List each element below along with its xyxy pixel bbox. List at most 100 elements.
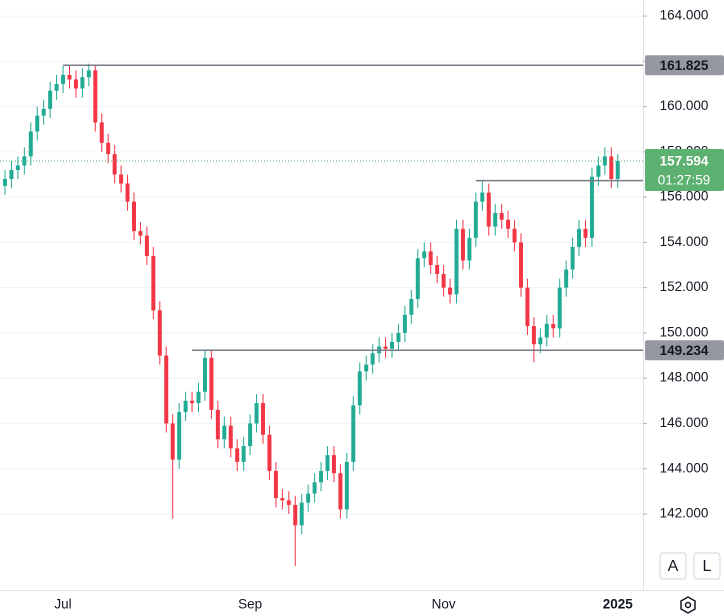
- candle-body: [370, 353, 375, 365]
- candle-body: [583, 228, 588, 238]
- candle-body: [473, 201, 478, 238]
- candle-body: [3, 179, 7, 186]
- settings-button[interactable]: [680, 596, 696, 614]
- y-tick-label: 148.000: [660, 370, 709, 385]
- candle-body: [261, 403, 265, 435]
- candle-body: [506, 219, 511, 229]
- candle-body: [422, 251, 427, 259]
- candle-body: [202, 357, 207, 392]
- candle-body: [61, 74, 66, 84]
- candle-body: [480, 192, 485, 202]
- candle-body: [125, 183, 130, 202]
- overlay: JulSepNov2025161.825156.731149.234157.59…: [54, 55, 724, 612]
- candle-body: [144, 235, 149, 256]
- candle-body: [396, 332, 401, 342]
- gear-icon[interactable]: [680, 596, 696, 614]
- y-tick-label: 156.000: [660, 189, 709, 204]
- candle-body: [119, 174, 124, 184]
- candle-body: [415, 258, 420, 299]
- candle-body: [48, 90, 53, 109]
- current-price-label: 157.594: [660, 154, 709, 169]
- y-tick-label: 142.000: [660, 506, 709, 521]
- candle-body: [286, 500, 291, 505]
- button-frame[interactable]: [693, 552, 721, 580]
- candle-body: [467, 237, 472, 261]
- candle-body: [602, 156, 607, 166]
- candle-body: [525, 287, 530, 327]
- candle-body: [428, 251, 433, 266]
- candle-body: [544, 323, 549, 338]
- button-label[interactable]: L: [703, 558, 712, 575]
- candle-body: [151, 255, 156, 311]
- candle-body: [157, 310, 162, 356]
- plot: 142.000 144.000 146.000 148.000 150.000 152.0…: [0, 8, 709, 567]
- candle-body: [435, 265, 440, 275]
- level-label-box: [645, 55, 724, 76]
- candle-body: [551, 323, 556, 329]
- candle-body: [519, 242, 523, 288]
- candle-body: [531, 326, 536, 345]
- candle-body: [93, 70, 98, 123]
- candle-body: [486, 192, 491, 227]
- candle-body: [460, 228, 465, 261]
- candle-body: [164, 355, 169, 424]
- candle-body: [344, 461, 349, 510]
- current-price-box: [645, 149, 724, 192]
- log-scale-button[interactable]: L: [693, 552, 721, 580]
- candle-body: [248, 423, 253, 447]
- level-label-box: [645, 340, 724, 361]
- candle-body: [273, 470, 278, 499]
- candle-body: [615, 161, 620, 180]
- candle-body: [448, 287, 453, 295]
- candle-body: [609, 156, 614, 180]
- candle-body: [570, 246, 575, 270]
- candle-body: [454, 228, 459, 295]
- candle-body: [112, 154, 117, 175]
- candle-body: [67, 74, 72, 80]
- button-frame[interactable]: [659, 552, 687, 580]
- candle-body: [557, 287, 562, 329]
- button-label[interactable]: A: [668, 558, 679, 575]
- candle-body: [241, 446, 246, 462]
- y-tick-label: 164.000: [660, 8, 709, 23]
- candle-body: [9, 169, 14, 180]
- candle-body: [312, 482, 317, 494]
- candle-body: [28, 131, 33, 157]
- candle-body: [267, 434, 272, 471]
- auto-scale-button[interactable]: A: [659, 552, 687, 580]
- candle-body: [364, 364, 369, 372]
- candle-body: [209, 357, 214, 410]
- candle-body: [357, 371, 362, 406]
- candle-body: [499, 212, 504, 220]
- x-tick-label: Nov: [432, 597, 456, 612]
- candle-body: [86, 70, 91, 78]
- y-tick-label: 154.000: [660, 234, 709, 249]
- candle-body: [106, 142, 111, 155]
- candle-body: [325, 455, 330, 471]
- candle-body: [383, 346, 388, 349]
- x-tick-label: Jul: [54, 597, 71, 612]
- candle-body: [15, 165, 20, 170]
- gear-hole[interactable]: [684, 601, 692, 609]
- candle-body: [35, 115, 40, 132]
- y-tick-label: 150.000: [660, 324, 709, 339]
- candle-body: [222, 425, 227, 440]
- y-tick-label: 144.000: [660, 460, 709, 475]
- candle-body: [512, 228, 517, 243]
- y-tick-label: 152.000: [660, 279, 709, 294]
- candle-body: [177, 412, 182, 460]
- candle-body: [254, 403, 259, 424]
- candle-body: [138, 231, 143, 236]
- candle-body: [183, 400, 188, 413]
- x-tick-label: 2025: [603, 597, 634, 612]
- candle-body: [402, 314, 407, 333]
- candle-body: [596, 165, 601, 177]
- candle-body: [196, 391, 201, 404]
- candle-body: [564, 269, 569, 288]
- countdown-label: 01:27:59: [658, 173, 711, 188]
- candle-body: [235, 448, 240, 462]
- candle-body: [409, 298, 414, 315]
- candle-body: [215, 409, 220, 440]
